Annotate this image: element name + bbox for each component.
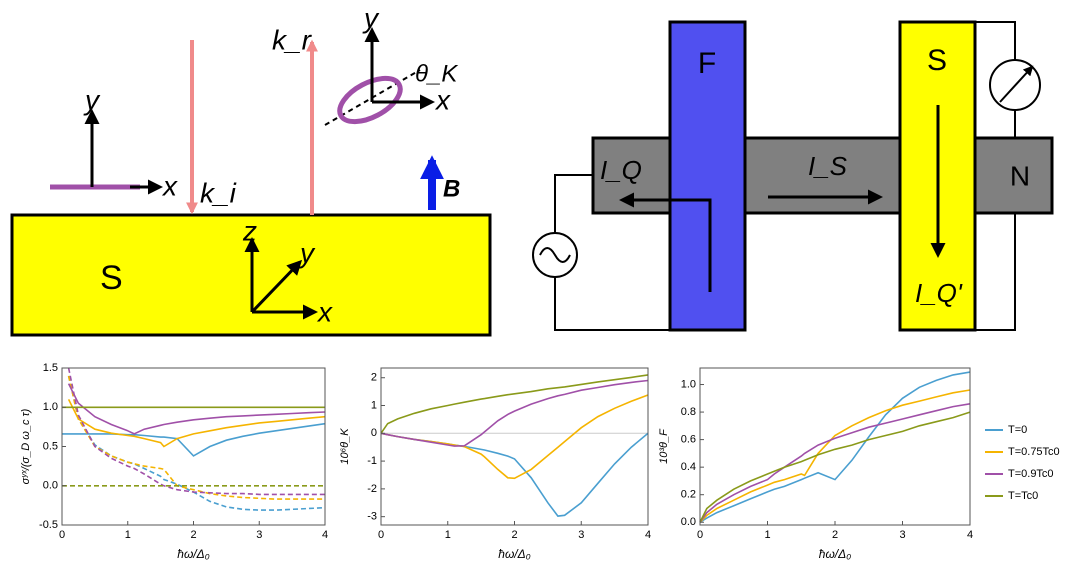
x-axis-label: ħω/Δ₀ — [498, 547, 530, 561]
right-diagram: F S N I_Q I_S I_Q' — [532, 20, 1054, 332]
x-tick-label: 1 — [445, 529, 451, 541]
series-line — [380, 374, 649, 434]
series-line — [380, 379, 649, 447]
series-line — [67, 399, 326, 448]
series-line — [62, 422, 326, 457]
y-axis-label: 10³θ_F — [658, 428, 670, 464]
y-axis-label: 10⁶θ_K — [339, 428, 351, 465]
x-tick-label: 2 — [832, 529, 838, 541]
axis-label: x — [316, 296, 333, 327]
plot-frame — [699, 367, 971, 526]
x-axis-label: ħω/Δ₀ — [819, 547, 851, 561]
y-tick-label: 2 — [371, 372, 377, 384]
x-axis-label: ħω/Δ₀ — [177, 547, 209, 561]
y-tick-label: -0.5 — [39, 519, 58, 531]
plot-frame — [61, 367, 326, 526]
legend-label: T=0 — [1008, 424, 1027, 436]
meter-needle — [999, 65, 1034, 103]
y-tick-label: 1.5 — [43, 362, 58, 374]
y-tick-label: 0.0 — [681, 516, 696, 528]
axis-label: y — [298, 237, 316, 268]
wire — [554, 277, 670, 331]
x-tick-label: 4 — [322, 529, 328, 541]
polarization-ellipse — [337, 75, 403, 125]
series-dashed-line — [67, 375, 325, 500]
series-line — [699, 411, 971, 523]
y-tick-label: 0.5 — [43, 440, 58, 452]
y-tick-label: -1 — [367, 455, 377, 467]
series-line — [699, 371, 971, 523]
substrate-label: S — [100, 259, 123, 297]
x-tick-label: 3 — [256, 529, 262, 541]
y-tick-label: 0.4 — [681, 461, 696, 473]
x-tick-label: 3 — [578, 529, 584, 541]
y-tick-label: 1.0 — [681, 378, 696, 390]
ki-label: k_i — [200, 177, 237, 208]
axis-label: x — [161, 170, 178, 201]
superconductor-label: S — [927, 44, 947, 77]
x-tick-label: 1 — [764, 529, 770, 541]
left-diagram: S k_i k_r y x z y x y x θ_K B — [10, 2, 492, 337]
y-tick-label: 0.0 — [43, 480, 58, 492]
series-dashed-line — [67, 367, 325, 496]
x-tick-label: 0 — [59, 529, 65, 541]
x-tick-label: 1 — [125, 529, 131, 541]
x-tick-label: 0 — [378, 529, 384, 541]
axis-label: z — [242, 215, 257, 246]
current-label: I_Q' — [915, 278, 963, 308]
legend-label: T=0.75Tc0 — [1008, 446, 1060, 458]
current-label: I_S — [808, 151, 848, 181]
axis-label: x — [434, 84, 451, 115]
series-dashed-line — [67, 375, 326, 511]
field-label: B — [443, 175, 460, 202]
wire — [554, 174, 593, 233]
x-tick-label: 4 — [967, 529, 973, 541]
series-line — [699, 403, 971, 523]
series-line — [67, 383, 326, 435]
axis-label: y — [83, 84, 101, 115]
series-line — [380, 432, 649, 517]
theta-label: θ_K — [415, 60, 458, 87]
y-tick-label: 0 — [371, 427, 377, 439]
y-tick-label: -2 — [367, 483, 377, 495]
current-arrow — [619, 192, 712, 292]
x-tick-label: 2 — [190, 529, 196, 541]
x-tick-label: 3 — [899, 529, 905, 541]
y-tick-label: 1.0 — [43, 401, 58, 413]
y-tick-label: -3 — [367, 511, 377, 523]
axis — [250, 259, 303, 314]
ferromagnet-label: F — [698, 47, 716, 80]
current-label: I_Q — [600, 155, 642, 185]
ferromagnet — [668, 20, 747, 332]
axis-label: y — [362, 2, 380, 33]
legend-label: T=0.9Tc0 — [1008, 468, 1054, 480]
y-axis-label: σʸˣ/(σ_D ω_c τ) — [20, 408, 32, 484]
plot-frame — [380, 367, 649, 526]
x-tick-label: 2 — [511, 529, 517, 541]
legend-label: T=Tc0 — [1008, 490, 1038, 502]
ac-symbol — [539, 247, 571, 263]
wire — [975, 213, 1016, 331]
wire — [975, 21, 1016, 60]
y-tick-label: 0.2 — [681, 489, 696, 501]
series-line — [699, 389, 971, 523]
normal-label: N — [1010, 160, 1030, 191]
x-tick-label: 4 — [645, 529, 651, 541]
series-line — [380, 394, 649, 480]
y-tick-label: 1 — [371, 399, 377, 411]
y-tick-label: 0.8 — [681, 406, 696, 418]
x-tick-label: 0 — [697, 529, 703, 541]
kr-label: k_r — [272, 24, 313, 55]
y-tick-label: 0.6 — [681, 434, 696, 446]
